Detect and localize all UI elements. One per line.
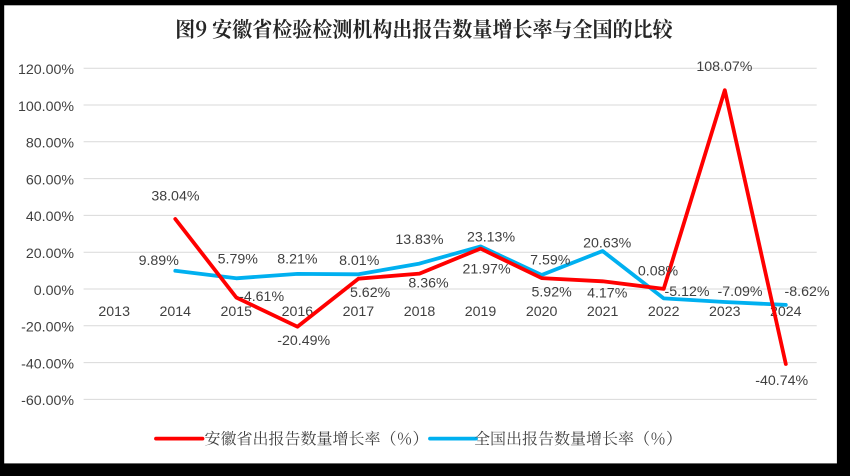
svg-text:8.01%: 8.01%	[339, 253, 380, 269]
svg-text:120.00%: 120.00%	[18, 62, 74, 78]
svg-text:2013: 2013	[98, 304, 130, 320]
svg-text:60.00%: 60.00%	[26, 172, 75, 188]
svg-text:40.00%: 40.00%	[26, 209, 75, 225]
svg-text:-40.74%: -40.74%	[755, 373, 808, 389]
svg-text:21.97%: 21.97%	[462, 261, 511, 277]
svg-text:38.04%: 38.04%	[151, 188, 200, 204]
svg-text:23.13%: 23.13%	[467, 230, 516, 246]
svg-text:8.36%: 8.36%	[408, 276, 449, 292]
svg-text:20.00%: 20.00%	[26, 246, 75, 262]
svg-text:0.00%: 0.00%	[34, 283, 75, 299]
svg-text:2024: 2024	[770, 304, 802, 320]
svg-text:100.00%: 100.00%	[18, 99, 74, 115]
svg-text:2023: 2023	[709, 304, 741, 320]
svg-text:4.17%: 4.17%	[587, 285, 628, 301]
svg-text:8.21%: 8.21%	[277, 252, 318, 268]
svg-text:2016: 2016	[282, 304, 314, 320]
svg-text:80.00%: 80.00%	[26, 136, 75, 152]
svg-text:5.62%: 5.62%	[350, 285, 391, 301]
svg-text:13.83%: 13.83%	[395, 232, 444, 248]
svg-text:2015: 2015	[221, 304, 253, 320]
svg-text:2018: 2018	[404, 304, 436, 320]
svg-text:2020: 2020	[526, 304, 558, 320]
svg-text:2022: 2022	[648, 304, 680, 320]
svg-text:108.07%: 108.07%	[696, 59, 752, 75]
svg-text:2017: 2017	[343, 304, 375, 320]
svg-text:20.63%: 20.63%	[583, 236, 632, 252]
svg-text:-40.00%: -40.00%	[21, 356, 74, 372]
svg-text:-5.12%: -5.12%	[665, 284, 710, 300]
svg-text:2019: 2019	[465, 304, 497, 320]
svg-text:-20.49%: -20.49%	[277, 333, 330, 349]
svg-text:-8.62%: -8.62%	[785, 284, 830, 300]
svg-text:-7.09%: -7.09%	[718, 284, 763, 300]
svg-text:9.89%: 9.89%	[139, 253, 180, 269]
svg-text:-60.00%: -60.00%	[21, 393, 74, 409]
svg-text:2021: 2021	[587, 304, 619, 320]
svg-text:7.59%: 7.59%	[530, 252, 571, 268]
svg-text:5.79%: 5.79%	[218, 252, 259, 268]
svg-text:5.92%: 5.92%	[531, 284, 572, 300]
svg-text:-20.00%: -20.00%	[21, 320, 74, 336]
svg-text:-4.61%: -4.61%	[239, 289, 284, 305]
svg-text:0.08%: 0.08%	[638, 263, 679, 279]
svg-text:2014: 2014	[160, 304, 192, 320]
